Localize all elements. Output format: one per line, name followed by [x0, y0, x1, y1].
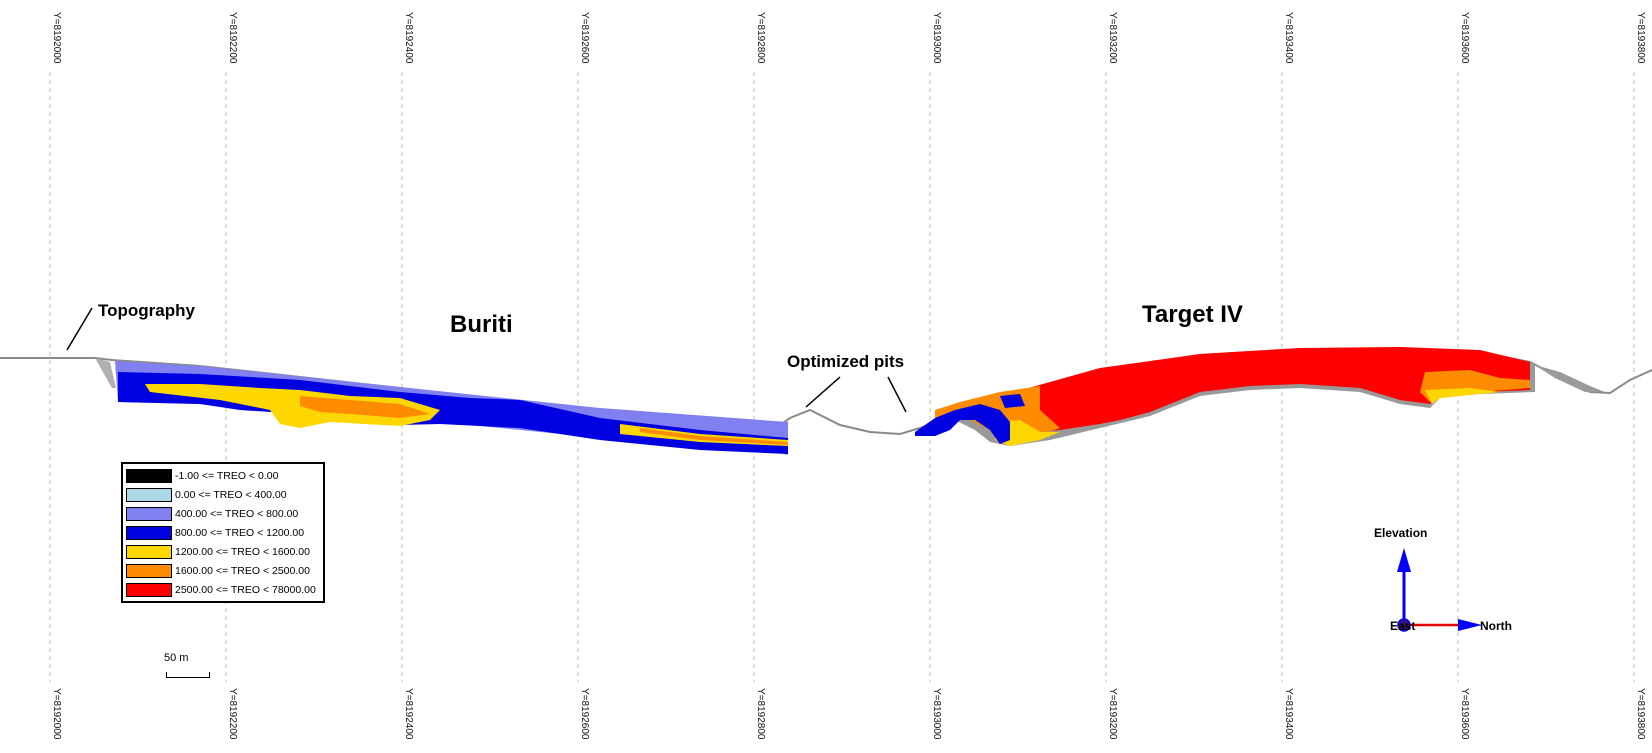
grid-label-top: Y=8192000	[51, 12, 62, 64]
target-red	[1000, 347, 1530, 432]
legend-item: 1200.00 <= TREO < 1600.00	[126, 542, 320, 561]
legend-swatch	[126, 487, 172, 502]
buriti-mid-grade	[118, 372, 788, 454]
target-yellow-right	[1425, 388, 1500, 404]
grid-label-bottom: Y=8193800	[1635, 688, 1646, 740]
buriti-orebody	[115, 361, 788, 455]
east-label: East	[1390, 619, 1415, 633]
legend-label: 0.00 <= TREO < 400.00	[175, 488, 287, 501]
grid-label-bottom: Y=8193600	[1459, 688, 1470, 740]
legend-label: 2500.00 <= TREO < 78000.00	[175, 583, 316, 596]
legend-swatch	[126, 506, 172, 521]
target-iv-title: Target IV	[1142, 301, 1243, 328]
east-axis-dot-icon	[1397, 618, 1411, 632]
scale-bar-line	[166, 672, 210, 678]
grid-label-top: Y=8193200	[1107, 12, 1118, 64]
pit-wall-left	[95, 358, 116, 388]
north-label: North	[1480, 619, 1512, 633]
legend-item: -1.00 <= TREO < 0.00	[126, 466, 320, 485]
treo-grade-legend: -1.00 <= TREO < 0.00 0.00 <= TREO < 400.0…	[121, 462, 325, 603]
grid-label-bottom: Y=8193200	[1107, 688, 1118, 740]
legend-swatch	[126, 563, 172, 578]
legend-item: 1600.00 <= TREO < 2500.00	[126, 561, 320, 580]
topography-annotation: Topography	[98, 301, 195, 320]
grid-label-top: Y=8192800	[755, 12, 766, 64]
target-blue	[915, 404, 1010, 444]
grid-label-top: Y=8192200	[227, 12, 238, 64]
grid-label-top: Y=8193600	[1459, 12, 1470, 64]
legend-swatch	[126, 525, 172, 540]
grid-label-bottom: Y=8192400	[403, 688, 414, 740]
legend-swatch	[126, 582, 172, 597]
grid-label-top: Y=8192600	[579, 12, 590, 64]
grid-label-bottom: Y=8193400	[1283, 688, 1294, 740]
optimized-pits-annotation: Optimized pits	[787, 352, 904, 371]
target-yellow	[995, 420, 1060, 446]
pits-leader-right	[887, 376, 907, 413]
topography-leader	[66, 307, 93, 351]
elevation-arrowhead-icon	[1397, 548, 1411, 572]
legend-swatch	[126, 468, 172, 483]
grid-label-top: Y=8193400	[1283, 12, 1294, 64]
legend-label: 800.00 <= TREO < 1200.00	[175, 526, 305, 539]
buriti-orange	[300, 396, 430, 418]
legend-label: 400.00 <= TREO < 800.00	[175, 507, 299, 520]
legend-label: 1600.00 <= TREO < 2500.00	[175, 564, 310, 577]
scale-bar-label: 50 m	[164, 652, 189, 664]
legend-label: -1.00 <= TREO < 0.00	[175, 469, 279, 482]
orientation-widget: Elevation East North	[1374, 526, 1512, 633]
target-iv-orebody	[915, 347, 1535, 446]
legend-label: 1200.00 <= TREO < 1600.00	[175, 545, 310, 558]
buriti-yellow	[145, 384, 440, 428]
legend-item: 400.00 <= TREO < 800.00	[126, 504, 320, 523]
pits-leader-left	[805, 376, 841, 408]
target-blue-patch	[1000, 394, 1025, 408]
buriti-orange-2	[640, 428, 788, 445]
legend-swatch	[126, 544, 172, 559]
north-arrowhead-icon	[1458, 619, 1482, 631]
grid-label-bottom: Y=8193000	[931, 688, 942, 740]
buriti-title: Buriti	[450, 311, 513, 338]
pit-wall-right	[1535, 365, 1605, 392]
legend-item: 800.00 <= TREO < 1200.00	[126, 523, 320, 542]
grid-label-top: Y=8192400	[403, 12, 414, 64]
grid-label-bottom: Y=8192800	[755, 688, 766, 740]
grid-label-top: Y=8193000	[931, 12, 942, 64]
grid-label-top: Y=8193800	[1635, 12, 1646, 64]
grid-label-bottom: Y=8192200	[227, 688, 238, 740]
grid-label-bottom: Y=8192000	[51, 688, 62, 740]
legend-item: 0.00 <= TREO < 400.00	[126, 485, 320, 504]
elevation-label: Elevation	[1374, 526, 1427, 540]
grid-label-bottom: Y=8192600	[579, 688, 590, 740]
legend-item: 2500.00 <= TREO < 78000.00	[126, 580, 320, 599]
